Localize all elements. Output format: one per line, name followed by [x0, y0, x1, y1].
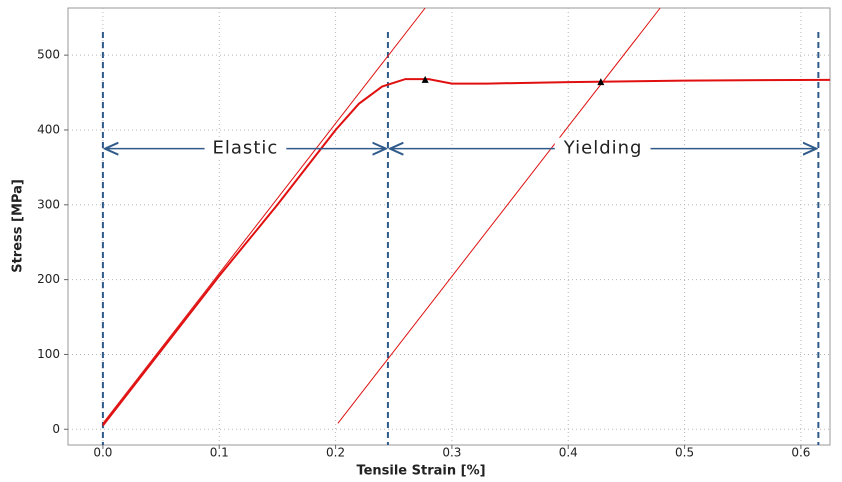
annotation-background — [554, 137, 651, 159]
x-tick-label: 0.4 — [559, 446, 578, 460]
x-tick-label: 0.0 — [93, 446, 112, 460]
stress-curve — [102, 7, 426, 424]
marker — [597, 78, 605, 86]
x-tick-label: 0.1 — [210, 446, 229, 460]
annotation-label: Elastic — [213, 138, 279, 159]
y-tick-label: 400 — [37, 122, 60, 136]
plot-frame — [67, 7, 831, 446]
x-tick-label: 0.6 — [791, 446, 810, 460]
y-tick-label: 200 — [37, 272, 60, 286]
stress-curve — [337, 7, 661, 424]
annotation-label: Yielding — [563, 138, 643, 159]
y-tick-label: 0 — [52, 422, 60, 436]
x-axis-label: Tensile Strain [%] — [356, 464, 485, 479]
stress-curve — [102, 78, 831, 427]
y-tick-label: 500 — [37, 48, 60, 62]
y-axis-label: Stress [MPa] — [11, 179, 26, 273]
annotation-background — [204, 137, 287, 159]
x-tick-label: 0.2 — [326, 446, 345, 460]
marker — [421, 75, 429, 83]
y-tick-label: 100 — [37, 347, 60, 361]
x-tick-label: 0.3 — [442, 446, 461, 460]
y-tick-label: 300 — [37, 197, 60, 211]
x-tick-label: 0.5 — [675, 446, 694, 460]
